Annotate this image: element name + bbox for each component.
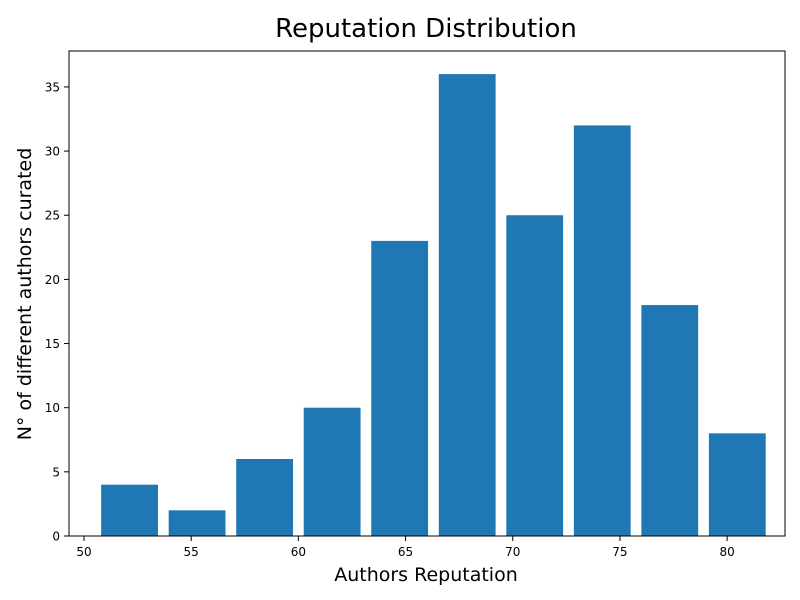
x-axis-label: Authors Reputation [334, 564, 518, 586]
bar-4 [371, 240, 429, 537]
x-axis: 50 55 60 65 70 75 80 [76, 536, 735, 559]
x-tick-label: 55 [184, 545, 199, 559]
bar-6 [506, 215, 564, 537]
y-tick-label: 0 [52, 530, 60, 544]
y-tick-label: 20 [45, 273, 60, 287]
bar-3 [303, 407, 361, 536]
y-tick-label: 15 [45, 337, 60, 351]
x-tick-label: 70 [505, 545, 520, 559]
y-tick-label: 10 [45, 401, 60, 415]
chart-title: Reputation Distribution [275, 14, 577, 44]
y-tick-label: 25 [45, 209, 60, 223]
y-axis-label: N° of different authors curated [14, 148, 36, 441]
x-tick-label: 65 [398, 545, 413, 559]
y-tick-label: 35 [45, 80, 60, 94]
bar-9 [708, 433, 766, 536]
bar-5 [438, 74, 496, 536]
x-tick-label: 75 [612, 545, 627, 559]
bar-0 [101, 484, 158, 536]
y-tick-label: 5 [52, 465, 60, 479]
bar-1 [168, 510, 226, 536]
y-axis: 0 5 10 15 20 25 30 35 [45, 80, 69, 544]
bar-7 [573, 125, 631, 536]
x-tick-label: 80 [719, 545, 734, 559]
bar-2 [236, 459, 294, 536]
bars-group [101, 74, 766, 537]
y-tick-label: 30 [45, 145, 60, 159]
x-tick-label: 50 [76, 545, 91, 559]
x-tick-label: 60 [291, 545, 306, 559]
bar-8 [641, 305, 699, 536]
plot-area-frame [68, 50, 786, 537]
